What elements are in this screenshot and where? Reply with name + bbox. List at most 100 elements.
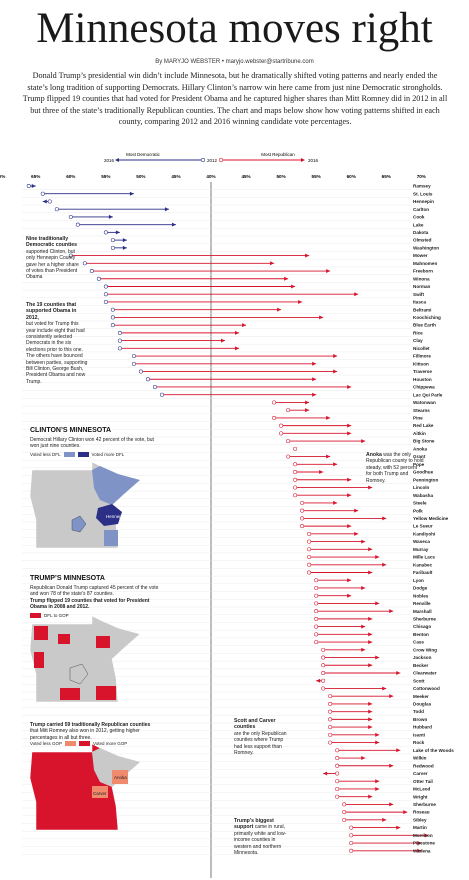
x-tick-label: 70% xyxy=(417,174,426,179)
clinton-map-label: Hennepin xyxy=(106,514,126,519)
point-2012 xyxy=(110,245,115,250)
arrow-2016 xyxy=(403,810,408,815)
county-label: Lac Qui Parle xyxy=(413,392,443,397)
arrow-2016 xyxy=(347,384,352,389)
point-2012 xyxy=(110,323,115,328)
arrow-2016 xyxy=(368,794,373,799)
arrow-2016 xyxy=(368,709,373,714)
county-label: Cottonwood xyxy=(413,686,440,691)
point-2012 xyxy=(279,423,284,428)
point-2012 xyxy=(321,686,326,691)
county-label: Dakota xyxy=(413,230,429,235)
county-label: Douglas xyxy=(413,702,432,707)
county-label: Kandiyohi xyxy=(413,531,435,536)
arrow-2016 xyxy=(361,539,366,544)
point-2012 xyxy=(103,230,108,235)
county-label: Hubbard xyxy=(413,725,432,730)
county-label: Chippewa xyxy=(413,385,435,390)
trump-flip-east xyxy=(96,636,110,648)
county-label: Pipestone xyxy=(413,841,435,846)
county-label: Faribault xyxy=(413,570,433,575)
point-2012 xyxy=(300,516,305,521)
arrow-2016 xyxy=(291,284,296,289)
x-tick-label: 50% xyxy=(276,174,285,179)
point-2012 xyxy=(321,663,326,668)
x-tick-label: 60% xyxy=(347,174,356,179)
point-2012 xyxy=(68,253,73,258)
point-2012 xyxy=(75,222,80,227)
point-2012 xyxy=(321,678,326,683)
county-label: Carver xyxy=(413,771,428,776)
arrow-2016 xyxy=(347,593,352,598)
gop-dem-northeast xyxy=(92,748,140,787)
trump-map-desc: Republican Donald Trump captured 45 perc… xyxy=(30,585,159,611)
legend-rep-2016: 2016 xyxy=(308,158,319,163)
point-2012 xyxy=(293,462,298,467)
arrow-2016 xyxy=(305,408,310,413)
gop-map-legend: Voted less GOP Voted more GOP xyxy=(30,741,128,746)
county-label: Crow Wing xyxy=(413,647,437,652)
point-2012 xyxy=(103,292,108,297)
point-2012 xyxy=(349,825,354,830)
gop-anoka xyxy=(112,770,128,784)
county-label: Stearns xyxy=(413,408,430,413)
arrow-2016 xyxy=(368,616,373,621)
x-axis: 70% 65% 60% 55% 50% 45% 40% 45% 50% 55% 60% 65% 70% xyxy=(0,174,426,179)
arrow-2016 xyxy=(368,725,373,730)
county-label: Pope xyxy=(413,462,425,467)
point-2012 xyxy=(40,191,45,196)
arrow-2016 xyxy=(368,640,373,645)
county-label: Martin xyxy=(413,825,427,830)
arrow-2016 xyxy=(382,562,387,567)
arrow-2016 xyxy=(347,493,352,498)
point-2012 xyxy=(328,740,333,745)
arrow-2016 xyxy=(270,261,275,266)
point-2012 xyxy=(293,446,298,451)
county-label: Mahnomen xyxy=(413,261,437,266)
point-2012 xyxy=(82,261,87,266)
point-2012 xyxy=(117,330,122,335)
county-label: Blue Earth xyxy=(413,323,436,328)
point-2012 xyxy=(145,377,150,382)
point-2012 xyxy=(272,400,277,405)
clinton-northeast xyxy=(92,466,140,505)
annotation-anoka: Anoka was the only Republican county to … xyxy=(366,452,424,484)
annotation-flip: The 19 counties that supported Obama in … xyxy=(26,302,88,385)
county-label: Renville xyxy=(413,601,431,606)
x-tick-label: 65% xyxy=(31,174,40,179)
point-2012 xyxy=(328,709,333,714)
point-2012 xyxy=(342,810,347,815)
county-label: Morrison xyxy=(413,833,433,838)
point-2012 xyxy=(152,385,157,389)
arrow-2016 xyxy=(375,740,380,745)
arrow-2016 xyxy=(368,701,373,706)
arrow-2016 xyxy=(122,245,127,250)
point-2012 xyxy=(286,454,291,459)
point-2012 xyxy=(300,524,305,529)
county-label: Ramsey xyxy=(413,184,431,189)
county-label: Big Stone xyxy=(413,439,435,444)
arrow-2016 xyxy=(347,524,352,529)
gop-label-anoka: Anoka xyxy=(114,775,127,780)
gop-carver xyxy=(92,786,108,798)
county-label: Mille Lacs xyxy=(413,555,435,560)
trump-map-legend: DFL to GOP xyxy=(30,613,69,618)
county-label: Hennepin xyxy=(413,199,434,204)
county-label: Clearwater xyxy=(413,671,437,676)
county-label: Wabasha xyxy=(413,493,433,498)
point-2012 xyxy=(68,214,73,219)
arrow-2016 xyxy=(368,547,373,552)
point-2012 xyxy=(47,199,52,204)
point-2012 xyxy=(314,593,319,598)
point-2012 xyxy=(293,470,298,474)
x-tick-label: 50% xyxy=(136,174,145,179)
county-label: Le Sueur xyxy=(413,524,433,529)
arrow-2016 xyxy=(424,833,429,838)
intro-paragraph: Donald Trump’s presidential win didn’t i… xyxy=(22,71,448,127)
byline: By MARYJO WEBSTER • maryjo.webster@start… xyxy=(155,59,314,65)
arrow-2016 xyxy=(375,655,380,660)
arrow-2016 xyxy=(277,307,282,312)
point-2012 xyxy=(300,508,305,513)
clinton-hennepin xyxy=(96,504,122,526)
legend-dem-arrow xyxy=(115,158,119,162)
